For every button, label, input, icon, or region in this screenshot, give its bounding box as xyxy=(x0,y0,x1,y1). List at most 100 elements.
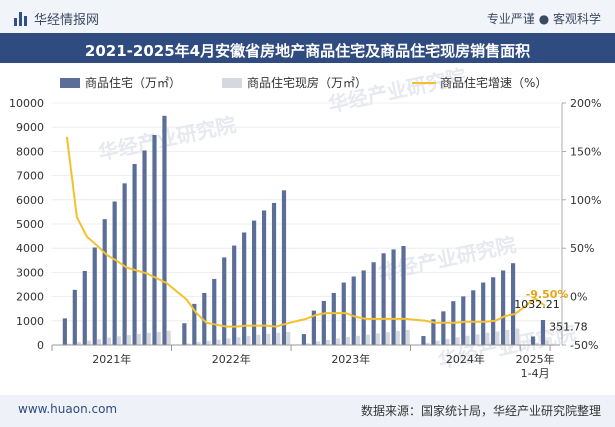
bar-existing xyxy=(385,332,390,345)
y-left-tick-label: 0 xyxy=(37,339,44,352)
bar-existing xyxy=(266,333,271,345)
bar-residential xyxy=(242,232,247,345)
bar-existing xyxy=(106,337,111,345)
bar-existing xyxy=(206,340,211,345)
bar-existing xyxy=(325,339,331,345)
bar-existing xyxy=(126,335,131,345)
data-source: 数据来源：国家统计局，华经产业研究院整理 xyxy=(360,404,601,418)
bar-existing xyxy=(495,331,500,345)
y-left-tick-label: 1000 xyxy=(16,315,44,328)
footer-bar xyxy=(0,395,615,427)
bar-existing xyxy=(355,335,360,345)
bar-residential xyxy=(321,300,326,345)
bar-existing xyxy=(156,331,161,345)
bar-residential xyxy=(232,245,237,345)
bar-existing xyxy=(435,340,440,345)
bar-residential xyxy=(162,115,167,346)
bar-residential xyxy=(530,336,536,345)
bar-existing xyxy=(236,337,241,345)
bar-residential xyxy=(182,323,187,345)
bar-existing xyxy=(315,341,321,345)
bar-residential xyxy=(481,282,486,345)
header-bar xyxy=(0,0,615,33)
bar-existing xyxy=(455,337,460,345)
bar-existing xyxy=(136,333,141,345)
growth-line-path xyxy=(65,136,546,328)
y-left-tick-label: 5000 xyxy=(16,218,44,231)
bar-existing xyxy=(545,340,550,345)
bar-residential xyxy=(461,296,466,345)
bar-residential xyxy=(281,190,287,345)
x-tick-label: 1-4月 xyxy=(521,367,550,380)
bar-existing xyxy=(76,342,82,345)
bar-existing xyxy=(425,342,430,345)
x-tick-label: 2025年 xyxy=(516,352,555,366)
growth-annotation: -9.50% xyxy=(526,288,569,301)
brand: 华经情报网 xyxy=(14,9,99,28)
y-right-tick-label: -50% xyxy=(570,339,598,352)
residential-annotation: 1032.21 xyxy=(514,298,560,311)
brand-logo-icon xyxy=(14,11,28,26)
y-left-tick-label: 3000 xyxy=(16,266,44,279)
bar-existing xyxy=(465,335,470,345)
y-left-tick-label: 8000 xyxy=(16,145,44,158)
bar-existing xyxy=(246,336,251,345)
bar-residential xyxy=(501,270,506,345)
watermark-text: 华经产业研究院 xyxy=(376,232,518,285)
x-tick-label: 2024年 xyxy=(446,352,485,366)
legend-label-existing: 商品住宅现房（万㎡） xyxy=(247,75,367,90)
bar-existing xyxy=(345,337,351,345)
bar-residential xyxy=(142,150,147,345)
legend-label-growth: 商品住宅增速（%） xyxy=(440,75,547,90)
bar-existing xyxy=(196,342,201,345)
bar-residential xyxy=(112,201,117,345)
bar-residential xyxy=(62,318,67,345)
bar-existing xyxy=(445,338,450,345)
bar-existing xyxy=(405,329,410,345)
bar-existing xyxy=(186,343,191,345)
bar-residential xyxy=(301,334,306,345)
bar-existing xyxy=(66,343,72,345)
bar-residential xyxy=(252,220,257,345)
legend: 商品住宅（万㎡） 商品住宅现房（万㎡） 商品住宅增速（%） xyxy=(60,75,547,90)
bar-existing xyxy=(375,333,380,345)
legend-swatch-residential xyxy=(60,78,80,88)
bar-existing xyxy=(216,339,221,345)
bar-residential xyxy=(212,278,217,345)
y-axis-left: 0 1000 2000 3000 4000 5000 6000 7000 8000 9000 100… xyxy=(9,97,44,352)
bar-residential xyxy=(122,183,127,345)
bar-existing xyxy=(395,330,400,345)
bar-residential xyxy=(391,249,396,345)
x-tick-label: 2022年 xyxy=(212,352,251,366)
bar-residential xyxy=(540,320,546,345)
bar-residential xyxy=(271,202,277,345)
bar-residential xyxy=(491,277,496,345)
bar-residential xyxy=(82,270,87,345)
y-left-tick-label: 7000 xyxy=(16,170,44,183)
y-left-tick-label: 10000 xyxy=(9,97,44,110)
bar-residential xyxy=(132,163,137,345)
bar-residential xyxy=(311,310,316,345)
watermark-text: 华经产业研究院 xyxy=(96,112,238,165)
bar-existing xyxy=(146,332,151,345)
y-axis-right: -50% 0% 50% 100% 150% 200% xyxy=(561,97,601,352)
bar-existing xyxy=(86,340,92,345)
y-left-tick-label: 4000 xyxy=(16,242,44,255)
bar-existing xyxy=(365,334,370,345)
bar-residential xyxy=(361,270,366,345)
bar-residential xyxy=(92,247,97,345)
bar-existing xyxy=(475,334,480,345)
bar-existing xyxy=(276,332,281,345)
bar-existing xyxy=(256,334,261,345)
bar-existing xyxy=(485,332,490,345)
tagline: 专业严谨 ● 客观科学 xyxy=(486,12,601,26)
bar-existing xyxy=(306,343,311,345)
y-right-tick-label: 100% xyxy=(570,194,601,207)
bar-residential xyxy=(261,210,267,345)
bar-residential xyxy=(510,263,516,345)
bar-residential xyxy=(371,262,376,345)
y-right-tick-label: 150% xyxy=(570,145,601,158)
legend-swatch-existing xyxy=(222,78,242,88)
